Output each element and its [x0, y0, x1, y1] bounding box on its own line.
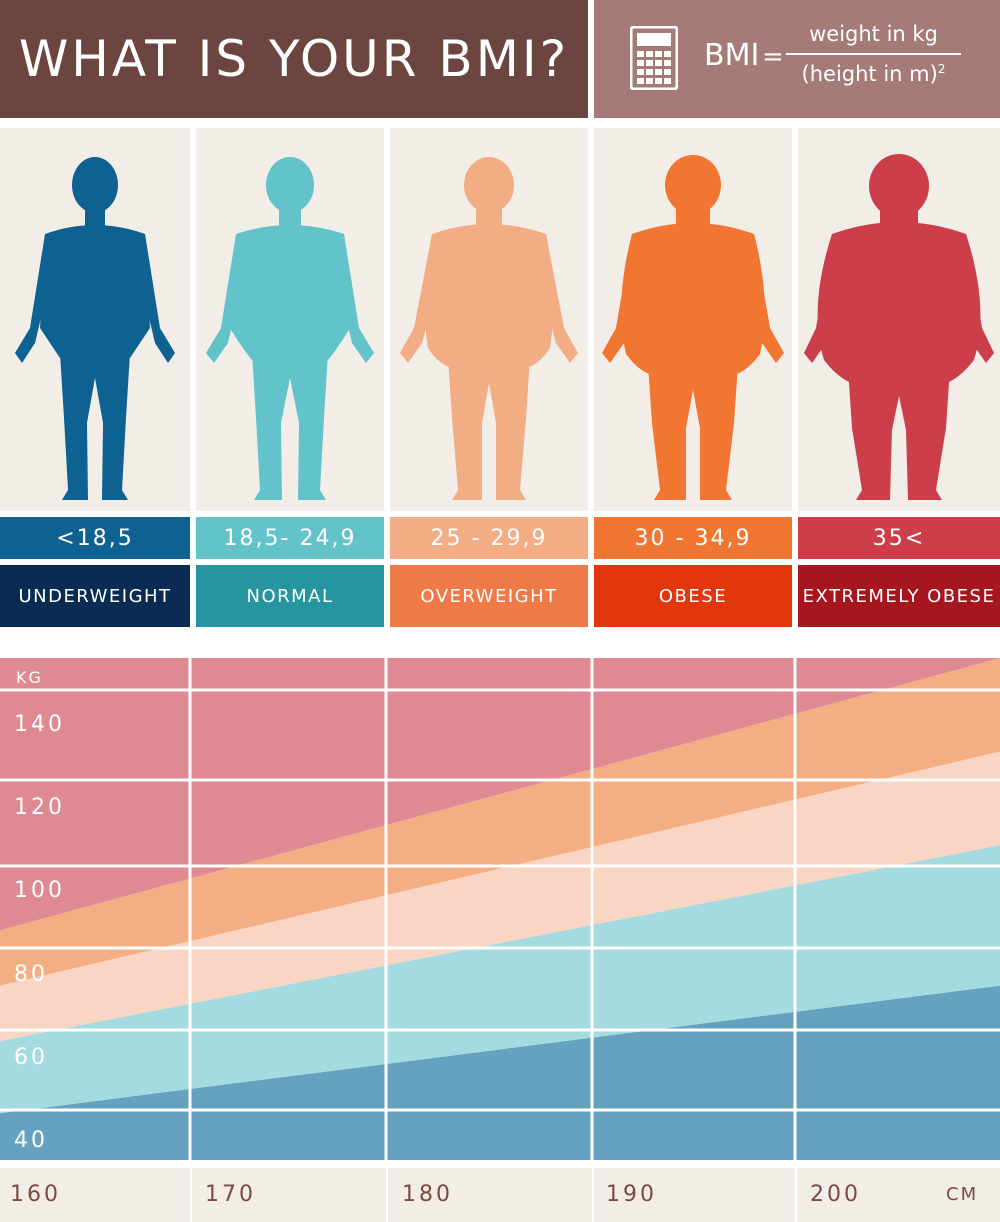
- figure-panel-underweight: [0, 128, 190, 511]
- formula-exponent: 2: [937, 62, 946, 76]
- band-normal: [0, 845, 1000, 1114]
- page-title: WHAT IS YOUR BMI?: [18, 30, 570, 88]
- label-overweight: OVERWEIGHT: [390, 565, 588, 627]
- x-axis-divider: [795, 1168, 797, 1222]
- band-overweight: [0, 751, 1000, 1041]
- range-underweight-text: <18,5: [56, 525, 134, 551]
- label-extremely-obese-text: EXTREMELY OBESE: [802, 585, 996, 607]
- formula-bmi: BMI: [704, 38, 760, 73]
- y-tick-60: 60: [14, 1045, 48, 1070]
- figure-panel-extremely-obese: [798, 128, 1000, 511]
- label-underweight-text: UNDERWEIGHT: [18, 585, 172, 607]
- x-tick-200: 200: [810, 1182, 861, 1207]
- formula-banner: BMI = weight in kg (height in m)2: [594, 0, 1000, 118]
- title-banner: WHAT IS YOUR BMI?: [0, 0, 588, 118]
- band-obese: [0, 658, 1000, 986]
- range-overweight: 25 - 29,9: [390, 517, 588, 559]
- x-axis-divider: [592, 1168, 594, 1222]
- range-obese: 30 - 34,9: [594, 517, 792, 559]
- label-normal-text: NORMAL: [246, 585, 334, 607]
- extremely-obese-person-icon: [804, 154, 994, 500]
- formula-denominator: (height in m): [801, 62, 938, 86]
- figure-panel-normal: [196, 128, 384, 511]
- range-extremely-obese-text: 35<: [872, 525, 926, 551]
- range-overweight-text: 25 - 29,9: [430, 525, 548, 551]
- formula-fraction: weight in kg (height in m)2: [786, 24, 961, 85]
- range-extremely-obese: 35<: [798, 517, 1000, 559]
- overweight-person-icon: [400, 157, 578, 500]
- label-extremely-obese: EXTREMELY OBESE: [798, 565, 1000, 627]
- label-obese: OBESE: [594, 565, 792, 627]
- y-tick-140: 140: [14, 712, 65, 737]
- x-tick-160: 160: [10, 1182, 61, 1207]
- x-axis-divider: [190, 1168, 192, 1222]
- formula-numerator: weight in kg: [809, 22, 938, 46]
- label-underweight: UNDERWEIGHT: [0, 565, 190, 627]
- x-tick-180: 180: [402, 1182, 453, 1207]
- formula-denominator-wrap: (height in m)2: [786, 55, 961, 85]
- formula-equals: =: [762, 42, 784, 72]
- label-normal: NORMAL: [196, 565, 384, 627]
- y-tick-120: 120: [14, 795, 65, 820]
- x-tick-170: 170: [205, 1182, 256, 1207]
- underweight-person-icon: [15, 157, 175, 500]
- normal-person-icon: [206, 157, 374, 500]
- obese-person-icon: [602, 155, 784, 500]
- y-tick-40: 40: [14, 1128, 48, 1153]
- figure-panel-obese: [594, 128, 792, 511]
- y-tick-100: 100: [14, 878, 65, 903]
- range-obese-text: 30 - 34,9: [634, 525, 752, 551]
- range-normal-text: 18,5- 24,9: [223, 525, 357, 551]
- label-overweight-text: OVERWEIGHT: [420, 585, 558, 607]
- x-tick-190: 190: [606, 1182, 657, 1207]
- range-underweight: <18,5: [0, 517, 190, 559]
- label-obese-text: OBESE: [658, 585, 728, 607]
- x-axis-unit: CM: [946, 1184, 979, 1205]
- y-axis-unit: KG: [16, 668, 43, 687]
- range-normal: 18,5- 24,9: [196, 517, 384, 559]
- bmi-chart: [0, 658, 1000, 1160]
- fraction-bar: [786, 53, 961, 55]
- y-tick-80: 80: [14, 962, 48, 987]
- x-axis-divider: [386, 1168, 388, 1222]
- figure-panel-overweight: [390, 128, 588, 511]
- x-axis-strip: [0, 1168, 1000, 1222]
- calculator-icon: [630, 26, 678, 90]
